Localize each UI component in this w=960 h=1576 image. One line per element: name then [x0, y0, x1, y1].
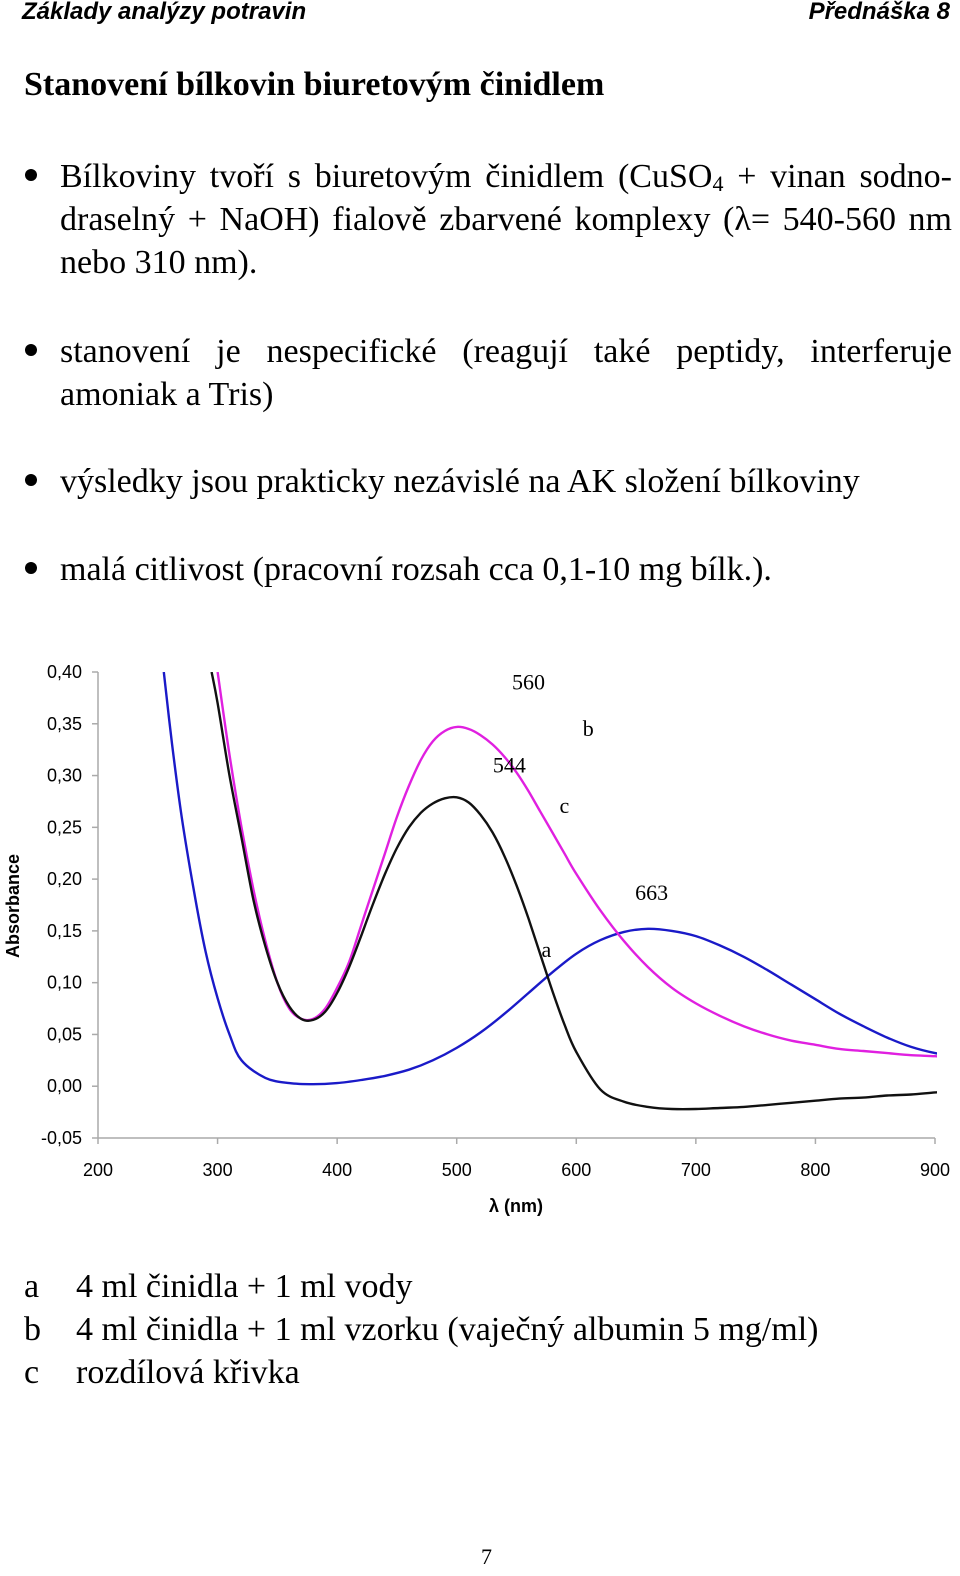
y-tick-label: 0,35	[47, 714, 82, 734]
header-lecture-number: Přednáška 8	[808, 0, 950, 25]
bullet-1-text-post: + vinan sodno-draselný + NaOH) fialově z…	[60, 158, 952, 281]
bullet-4-text: malá citlivost (pracovní rozsah cca 0,1-…	[60, 551, 772, 588]
bullet-1-text-pre: Bílkoviny tvoří s biuretovým činidlem (C…	[60, 158, 713, 195]
y-tick-label: 0,15	[47, 921, 82, 941]
legend-key-b: b	[24, 1311, 41, 1348]
x-tick-label: 500	[442, 1160, 472, 1180]
x-tick-label: 900	[920, 1160, 950, 1180]
chart-series	[162, 672, 937, 1111]
y-tick-label: 0,05	[47, 1024, 82, 1044]
y-tick-label: 0,30	[47, 766, 82, 786]
x-tick-label: 200	[83, 1160, 113, 1180]
legend-text-a: 4 ml činidla + 1 ml vody	[76, 1268, 413, 1305]
bullet-2: stanovení je nespecifické (reagují také …	[25, 330, 952, 416]
page-number: 7	[481, 1544, 492, 1569]
legend-row-b: b 4 ml činidla + 1 ml vzorku (vaječný alb…	[24, 1309, 818, 1351]
bullet-3-text: výsledky jsou prakticky nezávislé na AK …	[60, 463, 860, 500]
x-tick-label: 800	[800, 1160, 830, 1180]
absorbance-spectrum-chart: -0,05 0,00 0,05 0,10 0,15 0,20 0,25 0,30 0,35 0,4…	[3, 662, 950, 1216]
chart-annotations: 560 544 b c 663 a	[493, 670, 668, 962]
bullet-dot-icon	[25, 562, 37, 574]
bullet-dot-icon	[25, 344, 37, 356]
page-title: Stanovení bílkovin biuretovým činidlem	[24, 66, 605, 103]
y-tick-label: 0,25	[47, 817, 82, 837]
x-tick-label: 600	[561, 1160, 591, 1180]
annotation-label: 544	[493, 752, 526, 777]
y-tick-label: 0,20	[47, 869, 82, 889]
x-tick-label: 300	[203, 1160, 233, 1180]
bullet-1-subscript: 4	[712, 171, 724, 196]
legend-text-b: 4 ml činidla + 1 ml vzorku (vaječný albu…	[76, 1311, 819, 1348]
x-axis-label: λ (nm)	[489, 1196, 543, 1216]
bullet-2-text: stanovení je nespecifické (reagují také …	[60, 333, 952, 413]
legend-row-a: a 4 ml činidla + 1 ml vody	[24, 1266, 412, 1308]
series-line-1	[162, 672, 937, 1086]
annotation-label: a	[542, 937, 552, 962]
y-tick-label: 0,40	[47, 662, 82, 682]
legend-key-a: a	[24, 1268, 40, 1305]
annotation-label: c	[559, 793, 569, 818]
bullet-1: Bílkoviny tvoří s biuretovým činidlem (C…	[25, 155, 952, 284]
bullet-dot-icon	[25, 169, 37, 181]
annotation-label: 663	[635, 880, 668, 905]
legend-key-c: c	[24, 1354, 40, 1391]
y-tick-label: 0,10	[47, 973, 82, 993]
y-tick-label: 0,00	[47, 1076, 82, 1096]
legend-row-c: c rozdílová křivka	[24, 1352, 300, 1394]
series-line-3	[210, 672, 937, 1111]
bullet-dot-icon	[25, 474, 37, 486]
y-tick-label: -0,05	[41, 1128, 82, 1148]
x-tick-label: 400	[322, 1160, 352, 1180]
y-axis-label: Absorbance	[3, 854, 23, 958]
annotation-label: b	[583, 716, 594, 741]
x-tick-label: 700	[681, 1160, 711, 1180]
bullet-3: výsledky jsou prakticky nezávislé na AK …	[25, 460, 952, 503]
header-course-title: Základy analýzy potravin	[22, 0, 307, 25]
legend-text-c: rozdílová křivka	[76, 1354, 300, 1391]
chart-axes: -0,05 0,00 0,05 0,10 0,15 0,20 0,25 0,30 0,35 0,4…	[41, 662, 950, 1180]
annotation-label: 560	[512, 670, 545, 695]
bullet-4: malá citlivost (pracovní rozsah cca 0,1-…	[25, 548, 952, 591]
